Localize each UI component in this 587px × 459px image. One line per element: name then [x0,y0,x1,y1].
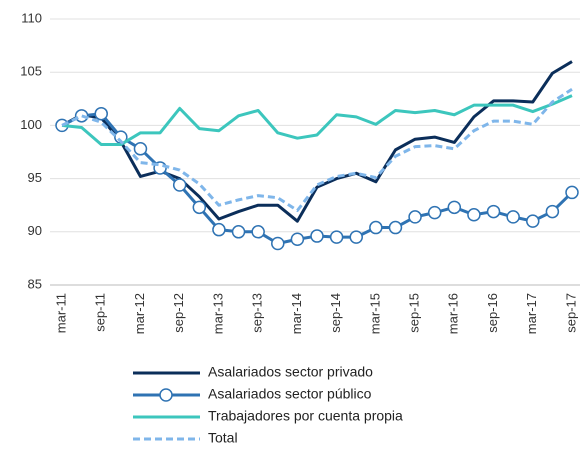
legend-label: Asalariados sector privado [208,364,373,380]
x-tick-label: sep-13 [250,293,265,333]
x-tick-label: sep-17 [563,293,578,333]
y-tick-label: 85 [28,276,42,291]
series-marker [427,205,442,220]
y-tick-label: 105 [20,64,42,79]
x-tick-label: mar-12 [132,293,147,334]
series-marker [231,225,246,239]
x-tick-label: mar-15 [367,293,382,334]
y-tick-label: 95 [28,170,42,185]
y-tick-label: 90 [28,223,42,238]
legend-label: Total [208,430,238,446]
series-marker [329,230,344,244]
series-marker [565,185,579,200]
y-tick-label: 100 [20,117,42,132]
legend-marker [159,388,173,402]
x-tick-label: mar-11 [53,293,68,333]
series-marker [545,204,560,219]
series-marker [447,200,462,215]
x-tick-label: mar-13 [210,293,225,334]
x-tick-label: mar-14 [289,293,304,334]
series-marker [251,225,265,239]
series-marker [310,229,324,243]
series-marker [271,236,285,251]
series-marker [192,200,207,215]
x-tick-label: sep-14 [328,293,343,333]
series-marker [369,220,383,235]
series-marker [290,232,305,246]
x-tick-label: mar-17 [524,293,539,334]
series-marker [212,222,226,237]
legend-label: Trabajadores por cuenta propia [208,408,403,424]
series-line [61,60,573,223]
x-tick-label: mar-16 [446,293,461,334]
series-marker [526,214,540,228]
series-marker [94,106,108,121]
series-line [61,94,573,147]
series-line [61,87,573,213]
x-tick-label: sep-11 [93,293,108,332]
series-marker [349,230,363,244]
x-tick-label: sep-16 [485,293,500,333]
series-marker [506,210,520,224]
x-tick-label: sep-12 [171,293,186,333]
series-marker [172,178,187,192]
series-marker [486,204,501,219]
x-tick-label: sep-15 [407,293,422,333]
y-tick-label: 110 [21,10,42,25]
series-marker [388,220,403,235]
series-marker [408,210,422,224]
series-marker [467,208,481,222]
series-marker [133,142,148,156]
legend-label: Asalariados sector público [208,386,372,402]
